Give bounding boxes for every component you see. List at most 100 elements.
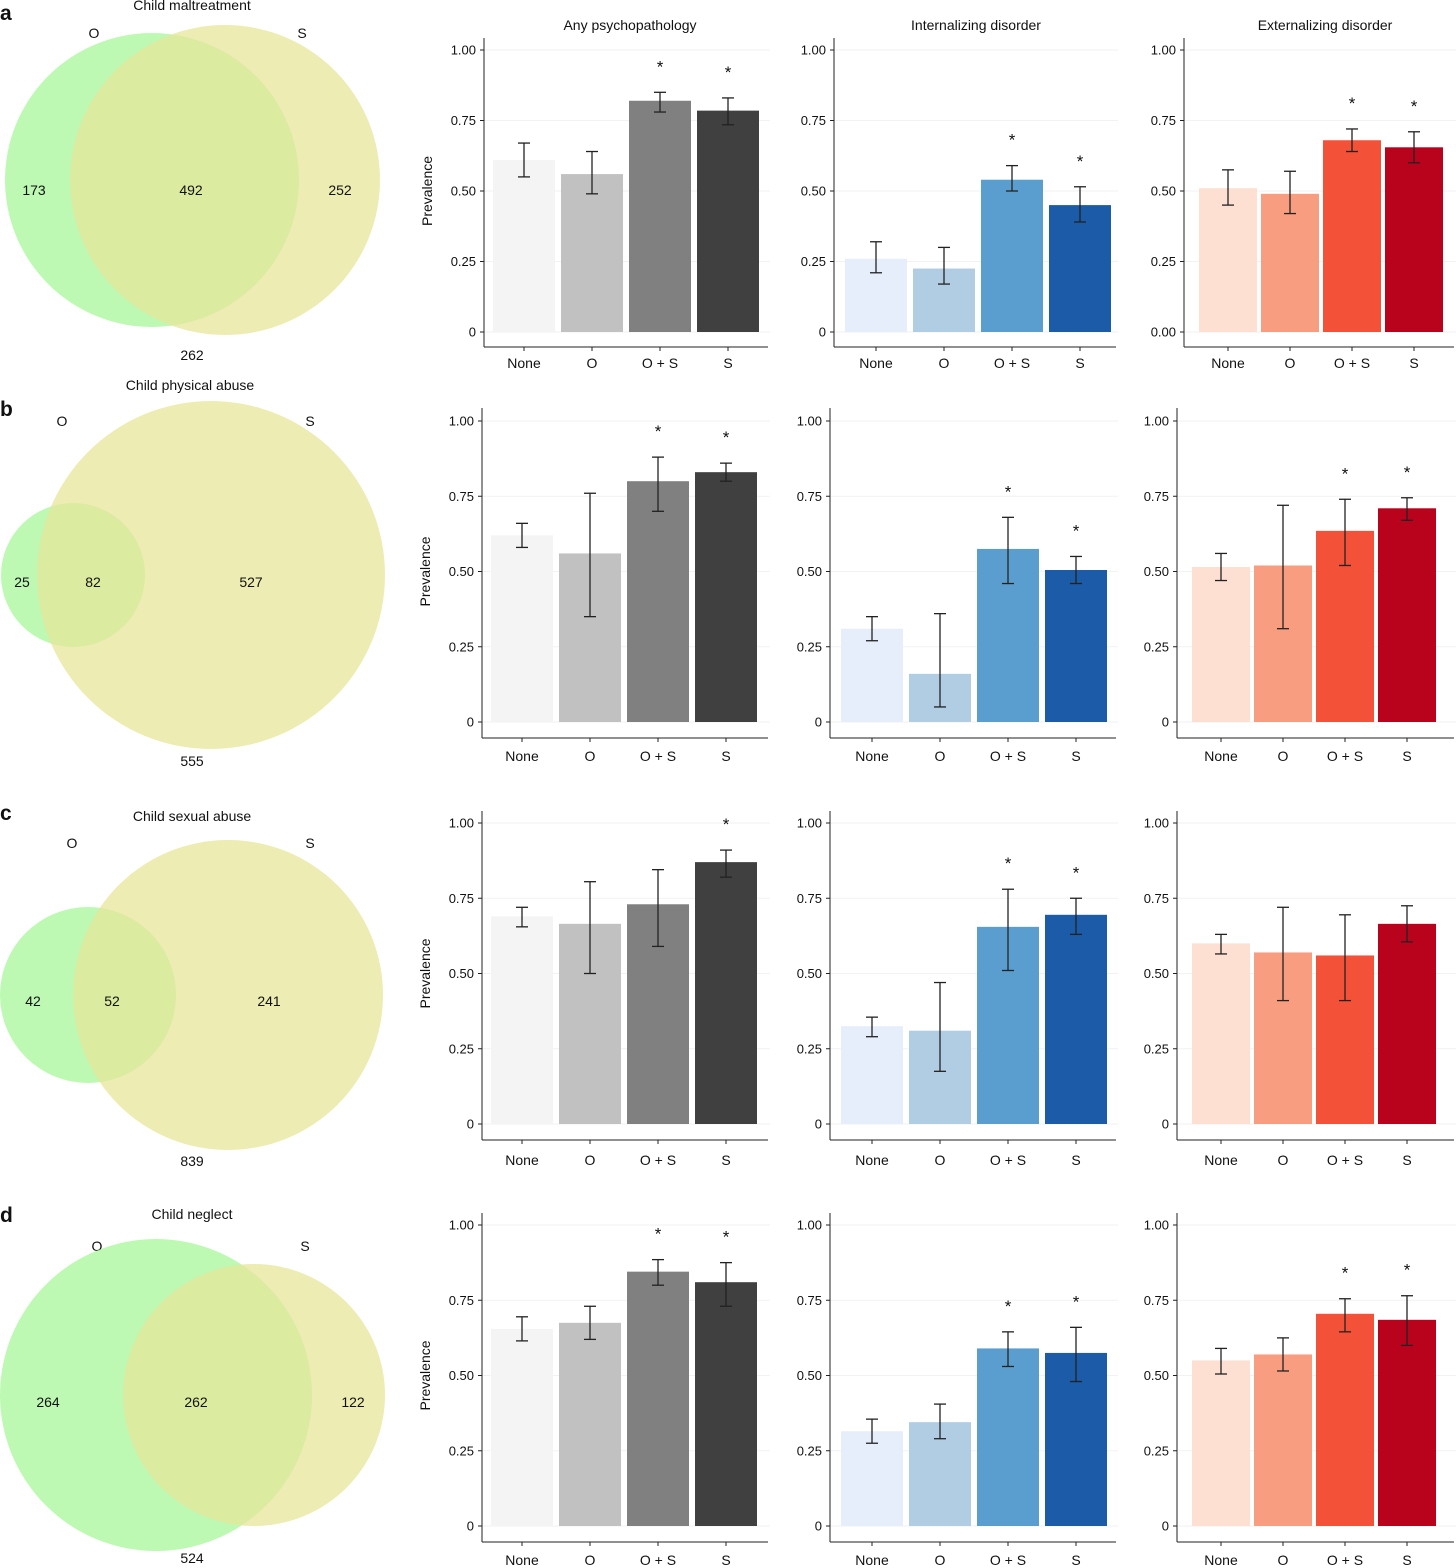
panel-c-any-category-label: None — [505, 1152, 539, 1168]
venn-right-label-c: S — [305, 835, 314, 851]
panel-letter-c: c — [0, 802, 12, 825]
panel-b-internalizing-bar — [841, 628, 903, 722]
panel-a-externalizing-category-label: O + S — [1334, 355, 1370, 371]
panel-a-internalizing-y-tick-label: 0.75 — [801, 113, 826, 128]
panel-c-any: 0 0.25 0.50 0.75 1.00 Prevalence None O O + S * S — [417, 811, 770, 1168]
venn-a: a Child maltreatment O S 173 492 252 262 — [0, 0, 380, 363]
panel-a-externalizing-y-tick-label: 0.50 — [1151, 184, 1176, 199]
venn-circle-s-a — [70, 25, 380, 335]
panel-d-externalizing-bar — [1316, 1313, 1374, 1526]
panel-a-internalizing-y-tick-label: 0.25 — [801, 254, 826, 269]
panel-b-internalizing-y-tick-label: 0.25 — [797, 639, 822, 654]
panel-b-externalizing-y-tick-label: 1.00 — [1144, 414, 1169, 429]
venn-left-only-a: 173 — [22, 182, 46, 198]
panel-c-any-y-tick-label: 0.25 — [449, 1041, 474, 1056]
panel-a-internalizing-category-label: O — [939, 355, 950, 371]
panel-a-internalizing-y-tick-label: 0.50 — [801, 184, 826, 199]
panel-d-any-y-tick-label: 0 — [467, 1519, 474, 1534]
panel-a-externalizing-y-tick-label: 0.00 — [1151, 325, 1176, 340]
panel-b-internalizing-significance-star: * — [1005, 482, 1012, 501]
panel-a-externalizing-y-tick-label: 0.75 — [1151, 113, 1176, 128]
venn-both-a: 492 — [179, 182, 203, 198]
panel-c-any-y-tick-label: 1.00 — [449, 816, 474, 831]
panel-c-any-significance-star: * — [723, 815, 730, 834]
panel-c-externalizing-y-tick-label: 0.25 — [1144, 1041, 1169, 1056]
venn-c: c Child sexual abuse O S 42 52 241 839 — [0, 802, 383, 1169]
panel-a-externalizing-category-label: O — [1285, 355, 1296, 371]
panel-a-any-y-tick-label: 0.75 — [451, 113, 476, 128]
panel-d-any-category-label: None — [505, 1552, 539, 1568]
panel-a-externalizing-y-tick-label: 0.25 — [1151, 254, 1176, 269]
panel-a-externalizing-bar — [1199, 188, 1257, 332]
panel-c-externalizing-category-label: None — [1204, 1152, 1238, 1168]
panel-a-any-category-label: None — [507, 355, 541, 371]
panel-d-externalizing-category-label: O + S — [1327, 1552, 1363, 1568]
venn-circle-s-b — [37, 401, 385, 749]
panel-letter-d: d — [0, 1204, 13, 1227]
panel-b-internalizing-category-label: O + S — [990, 748, 1026, 764]
panel-a-externalizing-bar — [1385, 147, 1443, 332]
panel-c-internalizing-y-tick-label: 0.75 — [797, 891, 822, 906]
panel-c-internalizing-y-tick-label: 0 — [815, 1117, 822, 1132]
panel-d-internalizing-significance-star: * — [1005, 1297, 1012, 1316]
panel-a-internalizing-y-tick-label: 0 — [819, 325, 826, 340]
panel-d-externalizing: 0 0.25 0.50 0.75 1.00 None O * O + S * S — [1144, 1213, 1456, 1568]
panel-a-externalizing-category-label: None — [1211, 355, 1245, 371]
panel-d-internalizing-category-label: O + S — [990, 1552, 1026, 1568]
panel-d-any-category-label: O — [585, 1552, 596, 1568]
panel-b-externalizing-category-label: S — [1402, 748, 1411, 764]
panel-d-externalizing-category-label: S — [1402, 1552, 1411, 1568]
panel-a-externalizing-y-tick-label: 1.00 — [1151, 43, 1176, 58]
panel-d-externalizing-bar — [1192, 1360, 1250, 1526]
panel-c-any-y-tick-label: 0.75 — [449, 891, 474, 906]
panel-b-any-bar — [695, 472, 757, 722]
venn-right-only-c: 241 — [257, 993, 281, 1009]
venn-neither-b: 555 — [180, 753, 204, 769]
panel-a-any-significance-star: * — [725, 63, 732, 82]
panel-c-any-y-tick-label: 0.50 — [449, 966, 474, 981]
venn-circle-s-d — [123, 1264, 385, 1526]
panel-d-internalizing-y-tick-label: 0.25 — [797, 1443, 822, 1458]
venn-right-label-d: S — [300, 1238, 309, 1254]
panel-d-externalizing-y-tick-label: 0.50 — [1144, 1368, 1169, 1383]
panel-c-internalizing-category-label: O + S — [990, 1152, 1026, 1168]
venn-right-only-d: 122 — [341, 1394, 365, 1410]
venn-right-only-a: 252 — [328, 182, 352, 198]
panel-b-internalizing: 0 0.25 0.50 0.75 1.00 None O * O + S * S — [797, 408, 1118, 764]
panel-letter-a: a — [0, 2, 12, 25]
panel-d-any-y-tick-label: 0.25 — [449, 1443, 474, 1458]
venn-both-d: 262 — [184, 1394, 208, 1410]
panel-a-internalizing-category-label: S — [1075, 355, 1084, 371]
panel-a-internalizing-category-label: O + S — [994, 355, 1030, 371]
panel-b-externalizing-category-label: None — [1204, 748, 1238, 764]
panel-d-any-bar — [559, 1322, 621, 1526]
panel-d-externalizing-y-tick-label: 1.00 — [1144, 1218, 1169, 1233]
panel-d-any-bar — [491, 1328, 553, 1526]
panel-c-internalizing-y-tick-label: 1.00 — [797, 816, 822, 831]
panel-b-internalizing-bar — [1045, 569, 1107, 722]
panel-b-internalizing-y-tick-label: 0.75 — [797, 489, 822, 504]
panel-c-any-category-label: O + S — [640, 1152, 676, 1168]
venn-right-only-b: 527 — [239, 574, 263, 590]
panel-d-any-bar — [627, 1271, 689, 1526]
panel-c-any-y-tick-label: 0 — [467, 1117, 474, 1132]
panel-c-externalizing-category-label: O — [1278, 1152, 1289, 1168]
panel-b-externalizing-bar — [1192, 566, 1250, 722]
venn-title-b: Child physical abuse — [126, 377, 255, 393]
panel-d-internalizing-category-label: None — [855, 1552, 889, 1568]
panel-d-internalizing-significance-star: * — [1073, 1292, 1080, 1311]
panel-b-externalizing-y-tick-label: 0.75 — [1144, 489, 1169, 504]
panel-c-externalizing-category-label: O + S — [1327, 1152, 1363, 1168]
venn-b: b Child physical abuse O S 25 82 527 555 — [0, 377, 385, 769]
panel-d-any-significance-star: * — [723, 1228, 730, 1247]
panel-a-internalizing-y-tick-label: 1.00 — [801, 43, 826, 58]
panel-b-internalizing-category-label: S — [1071, 748, 1080, 764]
panel-d-internalizing-category-label: O — [935, 1552, 946, 1568]
venn-both-c: 52 — [104, 993, 120, 1009]
panel-b-any: 0 0.25 0.50 0.75 1.00 Prevalence None O * O + S * S — [417, 408, 770, 764]
panel-a-any-bar — [561, 174, 623, 332]
panel-b-externalizing-significance-star: * — [1404, 463, 1411, 482]
bar-panels: 0 0.25 0.50 0.75 1.00 Prevalence None O * O + S * S… — [417, 38, 1456, 1568]
venn-right-label-b: S — [305, 413, 314, 429]
column-title-any: Any psychopathology — [563, 17, 696, 33]
